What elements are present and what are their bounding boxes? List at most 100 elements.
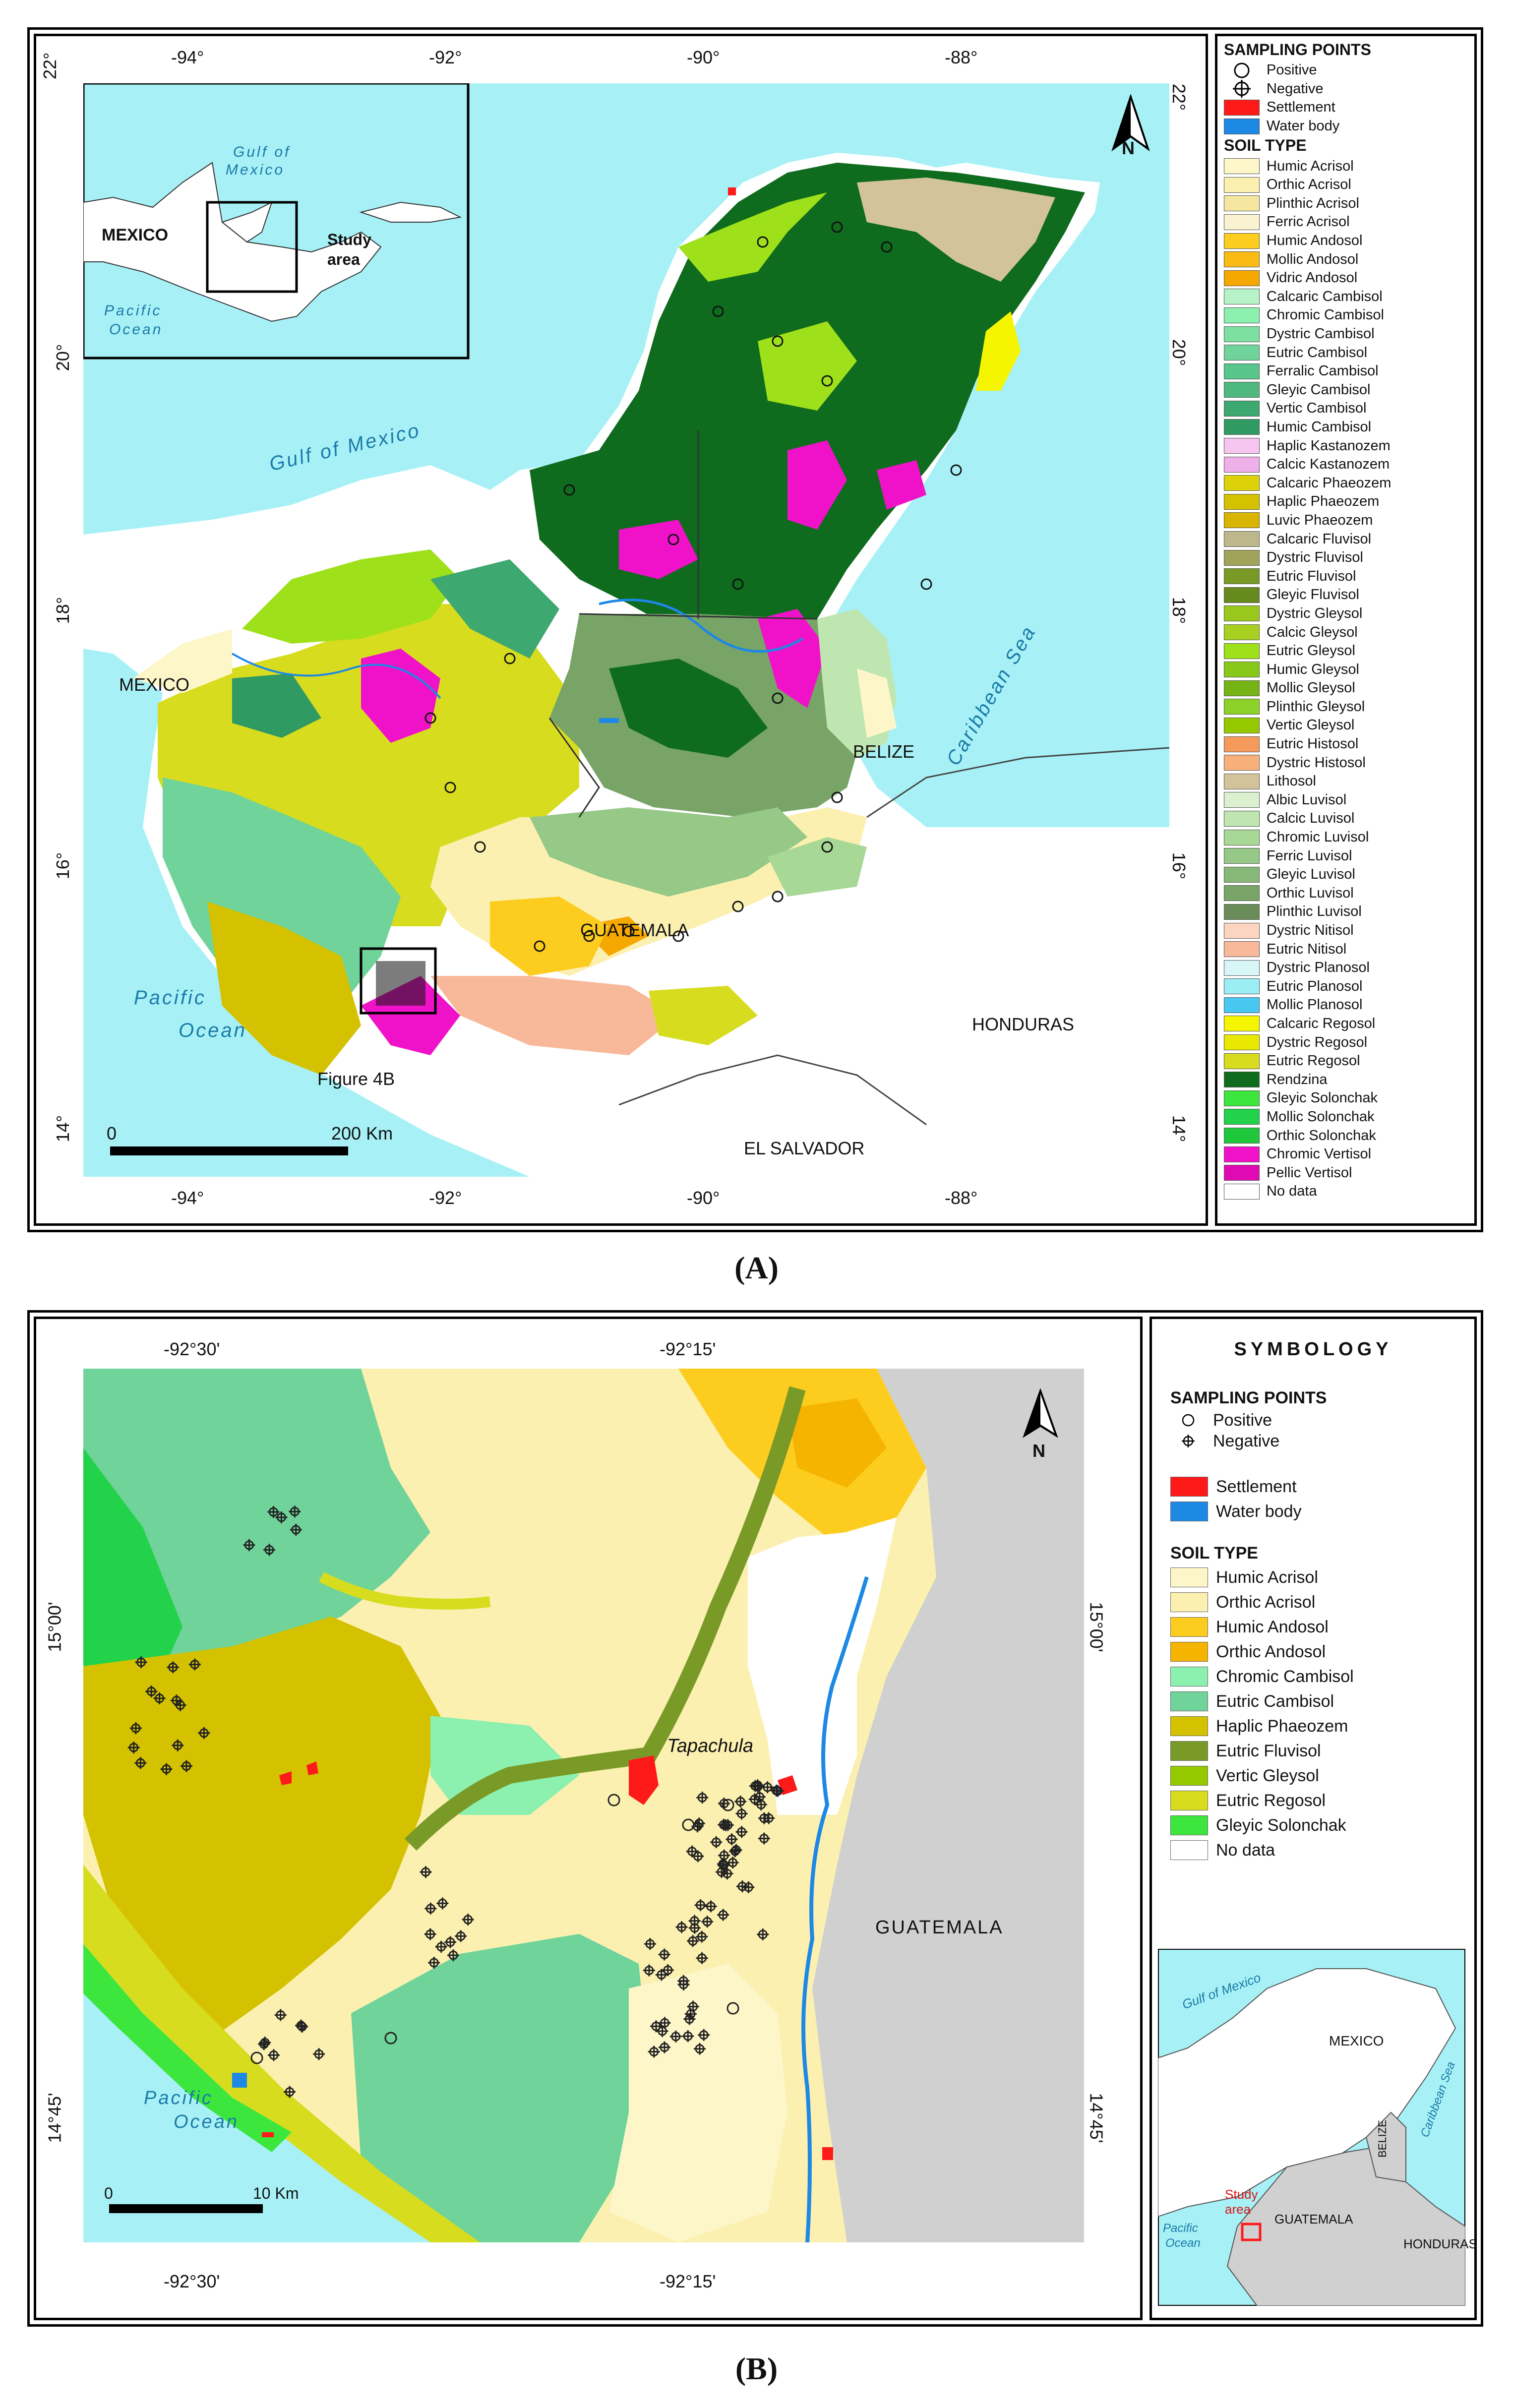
soil-label: Dystric Histosol <box>1267 754 1366 771</box>
legend-soil-item: Eutric Gleysol <box>1224 642 1472 661</box>
soil-label: Dystric Gleysol <box>1267 605 1363 621</box>
soil-label: Chromic Vertisol <box>1267 1146 1372 1162</box>
soil-label: Humic Acrisol <box>1216 1567 1318 1587</box>
legend-soil-item: Eutric Regosol <box>1170 1788 1468 1813</box>
soil-label: Dystric Fluvisol <box>1267 549 1363 566</box>
negative-sample-cross <box>444 1936 457 1948</box>
soil-label: Eutric Fluvisol <box>1267 568 1356 584</box>
soil-swatch <box>1224 960 1260 976</box>
negative-sample-cross <box>198 1727 210 1739</box>
negative-sample-cross <box>648 2046 660 2058</box>
negative-sample-cross <box>655 1969 667 1981</box>
legend-soil-item: Dystric Nitisol <box>1224 921 1472 940</box>
legend-soil-item: Orthic Luvisol <box>1224 884 1472 903</box>
negative-sample-cross <box>705 1900 717 1913</box>
legend-settlement-b: Settlement <box>1170 1474 1468 1499</box>
negative-sample-cross <box>656 2025 668 2037</box>
negative-sample-cross <box>734 1795 747 1807</box>
soil-label: Calcaric Cambisol <box>1267 288 1383 304</box>
soil-swatch <box>1170 1592 1208 1612</box>
scale-end-a: 200 Km <box>331 1123 393 1144</box>
legend-soil-item: Chromic Luvisol <box>1224 828 1472 847</box>
locator-pacific-label-2: Ocean <box>1165 2236 1201 2250</box>
soil-label: Humic Cambisol <box>1267 419 1372 435</box>
lon-tick-top: -92° <box>429 47 462 67</box>
soil-label: Humic Andosol <box>1267 233 1363 249</box>
soil-map-regional <box>83 83 1169 1177</box>
locator-guatemala-label: GUATEMALA <box>1274 2212 1353 2227</box>
soil-swatch <box>1224 1183 1260 1200</box>
soil-swatch <box>1224 699 1260 715</box>
legend-soil-item: Eutric Planosol <box>1224 977 1472 996</box>
soil-swatch <box>1170 1815 1208 1835</box>
legend-soil-item: Vertic Gleysol <box>1170 1763 1468 1788</box>
negative-sample-cross <box>420 1866 432 1878</box>
soil-swatch <box>1224 158 1260 175</box>
legend-soil-item: Dystric Histosol <box>1224 753 1472 772</box>
soil-swatch <box>1224 345 1260 361</box>
settlement-swatch <box>1224 99 1260 116</box>
symbology-title: SYMBOLOGY <box>1234 1339 1392 1360</box>
pacific-label-2: Ocean <box>179 1020 247 1041</box>
soil-swatch <box>1224 1146 1260 1162</box>
soil-swatch <box>1170 1716 1208 1736</box>
scale-start-b: 0 <box>104 2184 113 2202</box>
pacific-label-1: Pacific <box>134 987 206 1009</box>
soil-swatch <box>1224 568 1260 585</box>
soil-swatch <box>1170 1691 1208 1711</box>
soil-swatch <box>1224 903 1260 920</box>
soil-swatch <box>1224 1034 1260 1051</box>
negative-sample-cross <box>274 2009 287 2021</box>
legend-water: Water body <box>1224 117 1472 136</box>
soil-swatch <box>1224 493 1260 510</box>
soil-label: Plinthic Acrisol <box>1267 195 1359 211</box>
negative-sample-cross <box>694 1899 707 1911</box>
soil-swatch <box>1170 1741 1208 1761</box>
negative-sample-cross <box>687 1935 699 1947</box>
inset-pacific-label-2: Ocean <box>109 321 163 338</box>
soil-swatch <box>1224 549 1260 566</box>
legend-soil-item: Gleyic Cambisol <box>1224 381 1472 400</box>
soil-swatch <box>1224 326 1260 342</box>
sampling-points-title: SAMPLING POINTS <box>1224 41 1371 59</box>
soil-label: Eutric Fluvisol <box>1216 1741 1321 1760</box>
belize-label: BELIZE <box>853 741 915 762</box>
negative-sample-cross <box>677 1978 690 1990</box>
soil-swatch <box>1170 1667 1208 1686</box>
soil-swatch <box>1224 885 1260 902</box>
legend-soil-item: Dystric Regosol <box>1224 1033 1472 1052</box>
soil-label: Plinthic Gleysol <box>1267 698 1365 715</box>
legend-soil-item: Chromic Cambisol <box>1224 306 1472 325</box>
negative-sample-cross <box>717 1909 729 1921</box>
soil-label: Gleyic Solonchak <box>1267 1090 1378 1106</box>
inset-study-label-1: Study <box>327 231 371 248</box>
negative-sample-cross <box>682 2030 694 2043</box>
legend-soil-item: Eutric Cambisol <box>1170 1689 1468 1714</box>
legend-soil-item: Humic Acrisol <box>1170 1565 1468 1590</box>
negative-sample-cross <box>643 1964 655 1977</box>
negative-sample-cross <box>153 1692 166 1704</box>
legend-soil-item: Calcic Gleysol <box>1224 623 1472 642</box>
soil-swatch <box>1224 270 1260 286</box>
lat-tick-left: 22° <box>40 52 60 79</box>
legend-soil-item: Humic Acrisol <box>1224 157 1472 176</box>
legend-soil-item: Albic Luvisol <box>1224 791 1472 810</box>
negative-sample-cross <box>735 1826 748 1838</box>
lon-tick-bottom: -90° <box>687 1188 720 1208</box>
soil-swatch <box>1224 997 1260 1013</box>
negative-sample-cross <box>313 2048 325 2060</box>
negative-sample-cross <box>284 2086 296 2098</box>
honduras-label: HONDURAS <box>972 1014 1075 1034</box>
legend-soil-item: Mollic Planosol <box>1224 996 1472 1015</box>
soil-label: Dystric Regosol <box>1267 1034 1368 1050</box>
legend-soil-item: Calcaric Regosol <box>1224 1015 1472 1033</box>
legend-water-b: Water body <box>1170 1499 1468 1524</box>
soil-label: Orthic Solonchak <box>1267 1127 1376 1144</box>
soil-label: Orthic Andosol <box>1216 1642 1326 1661</box>
lat-tick-left: 20° <box>53 344 73 371</box>
locator-study-label-1: Study <box>1225 2187 1258 2202</box>
legend-negative-b: Negative <box>1170 1431 1468 1451</box>
soil-swatch <box>1224 736 1260 752</box>
soil-label: Mollic Andosol <box>1267 251 1359 267</box>
negative-sample-cross <box>693 1817 705 1830</box>
